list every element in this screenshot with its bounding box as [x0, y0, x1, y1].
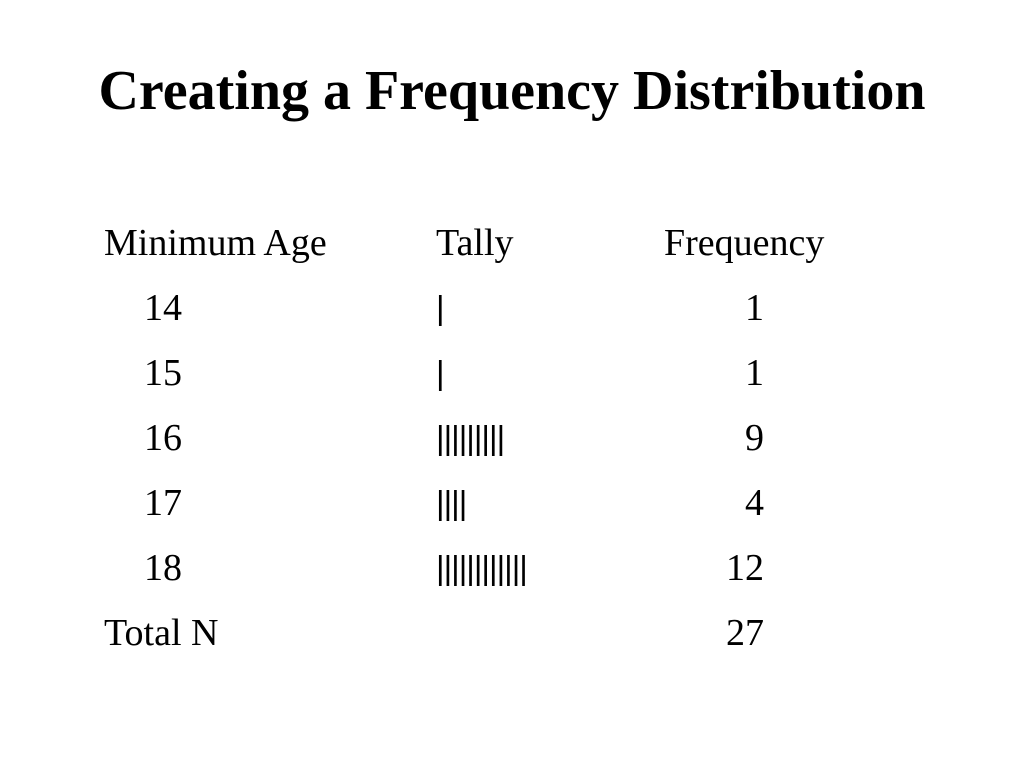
age-cell: 16 — [144, 417, 182, 459]
frequency-cell: 12 — [726, 547, 764, 589]
age-cell: 18 — [144, 547, 182, 589]
table-row: 16 ||||||||| 9 — [0, 413, 1024, 478]
frequency-cell: 1 — [745, 352, 764, 394]
frequency-cell: 4 — [745, 482, 764, 524]
frequency-cell: 1 — [745, 287, 764, 329]
frequency-table: Minimum Age Tally Frequency 14 | 1 15 | … — [0, 218, 1024, 673]
table-header-row: Minimum Age Tally Frequency — [0, 218, 1024, 283]
age-cell: 17 — [144, 482, 182, 524]
table-total-row: Total N 27 — [0, 608, 1024, 673]
header-minimum-age: Minimum Age — [104, 222, 327, 264]
header-frequency: Frequency — [664, 222, 825, 264]
age-cell: 15 — [144, 352, 182, 394]
age-cell: 14 — [144, 287, 182, 329]
table-row: 14 | 1 — [0, 283, 1024, 348]
slide-title: Creating a Frequency Distribution — [98, 60, 926, 122]
header-tally: Tally — [436, 222, 514, 264]
table-row: 18 |||||||||||| 12 — [0, 543, 1024, 608]
tally-cell: ||||||||| — [436, 419, 505, 456]
tally-cell: | — [436, 289, 445, 326]
total-label: Total N — [104, 612, 219, 654]
tally-cell: | — [436, 354, 445, 391]
tally-cell: |||||||||||| — [436, 549, 528, 586]
tally-cell: |||| — [436, 484, 467, 521]
table-row: 17 |||| 4 — [0, 478, 1024, 543]
frequency-cell: 9 — [745, 417, 764, 459]
table-row: 15 | 1 — [0, 348, 1024, 413]
total-frequency: 27 — [726, 612, 764, 654]
